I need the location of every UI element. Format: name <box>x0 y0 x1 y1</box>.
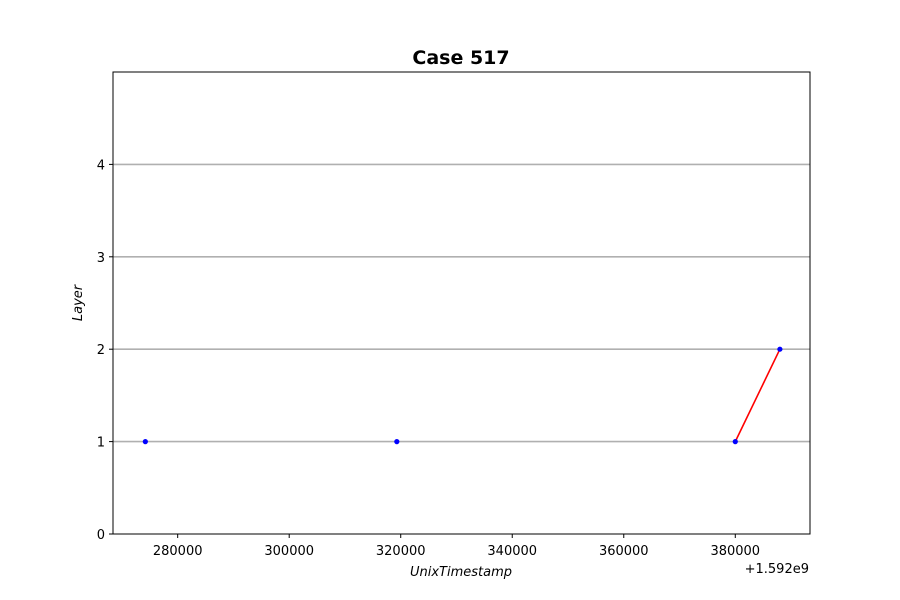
y-tick-label: 0 <box>97 528 105 543</box>
y-tick-label: 4 <box>97 158 105 173</box>
y-tick-label: 2 <box>97 343 105 358</box>
x-tick-label: 320000 <box>376 544 426 559</box>
chart-title: Case 517 <box>412 47 509 69</box>
x-tick-label: 360000 <box>599 544 649 559</box>
x-axis-ticks: 280000 300000 320000 340000 360000 380000 <box>153 534 760 559</box>
y-axis-ticks: 0 1 2 3 4 <box>97 158 113 543</box>
x-tick-label: 380000 <box>710 544 760 559</box>
x-axis-offset-label: +1.592e9 <box>745 562 809 577</box>
x-axis-label: UnixTimestamp <box>410 565 512 580</box>
grid-lines <box>113 163 810 443</box>
data-segment <box>734 348 781 442</box>
x-tick-label: 340000 <box>487 544 537 559</box>
data-points <box>142 346 783 445</box>
y-axis-label: Layer <box>71 283 86 321</box>
x-tick-label: 280000 <box>153 544 203 559</box>
plot-area-frame <box>112 71 811 535</box>
data-point <box>777 346 783 352</box>
x-tick-label: 300000 <box>264 544 314 559</box>
data-point <box>394 439 400 445</box>
y-tick-label: 1 <box>97 436 105 451</box>
data-point <box>142 439 148 445</box>
data-segments <box>734 348 781 442</box>
y-tick-label: 3 <box>97 251 105 266</box>
data-point <box>732 439 738 445</box>
